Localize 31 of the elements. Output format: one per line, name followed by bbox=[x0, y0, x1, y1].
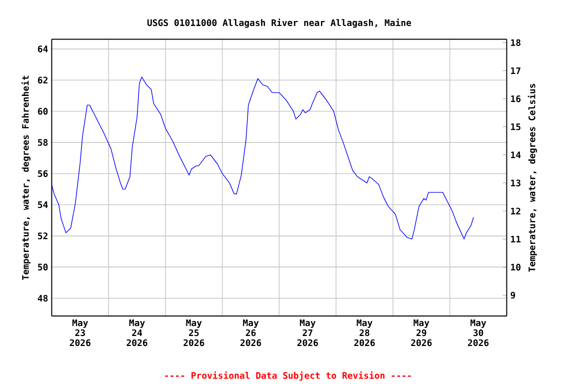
y2-tick-label: 9 bbox=[510, 292, 516, 299]
x-tick-label: May 27 2026 bbox=[297, 320, 318, 346]
x-tick-label: May 28 2026 bbox=[354, 320, 375, 346]
y2-tick-label: 11 bbox=[511, 236, 521, 242]
y-tick-label: 58 bbox=[38, 139, 48, 146]
x-tick-label: May 24 2026 bbox=[126, 320, 148, 346]
y-tick-label: 50 bbox=[38, 264, 48, 270]
x-tick-label: May 25 2026 bbox=[184, 320, 204, 346]
chart-title: USGS 01011000 Allagash River near Allagash, Maine bbox=[147, 18, 412, 28]
y-tick-label: 48 bbox=[38, 294, 48, 302]
y2-axis-title: Temperature, water, degrees Celsius bbox=[528, 84, 538, 272]
y2-tick-label: 18 bbox=[511, 39, 520, 46]
y2-tick-label: 14 bbox=[511, 152, 521, 158]
x-tick-label: May 30 2026 bbox=[468, 320, 489, 346]
y2-tick-label: 15 bbox=[511, 124, 520, 130]
y2-tick-label: 16 bbox=[511, 95, 521, 102]
y2-tick-label: 10 bbox=[511, 264, 520, 271]
y-tick-label: 60 bbox=[38, 108, 48, 115]
text: ---- Provisional Data Subject to Revision ---- bbox=[165, 371, 411, 381]
y-tick-label: 52 bbox=[38, 232, 48, 240]
y-tick-label: 64 bbox=[38, 46, 48, 52]
y2-tick-label: 17 bbox=[511, 67, 520, 74]
x-tick-label: May 29 2026 bbox=[411, 320, 432, 346]
x-tick-label: May 26 2026 bbox=[240, 320, 262, 346]
x-tick-label: May 23 2026 bbox=[70, 320, 90, 346]
y-axis-title: Temperature, water, degrees Fahrenheit bbox=[21, 76, 31, 280]
y2-tick-label: 13 bbox=[511, 180, 520, 186]
y-tick-label: 62 bbox=[38, 76, 48, 84]
y-tick-label: 54 bbox=[38, 201, 48, 208]
y-tick-label: 56 bbox=[38, 170, 48, 177]
y2-tick-label: 12 bbox=[511, 208, 520, 214]
